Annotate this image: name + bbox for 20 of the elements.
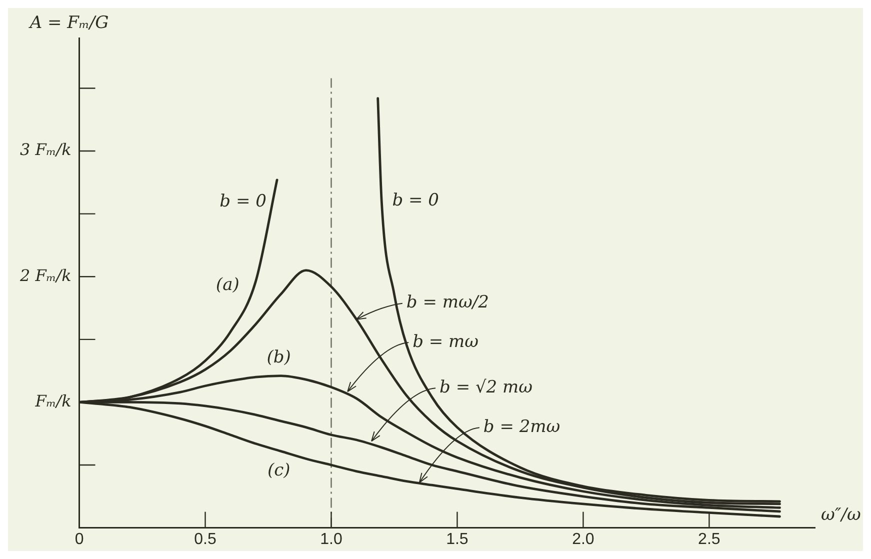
y-tick-label: 2 Fₘ/k [19,266,72,285]
annotation: (c) [267,460,290,481]
annotation: b = mω/2 [406,292,489,313]
y-tick-label: 3 Fₘ/k [20,140,72,160]
x-tick-label: 1.0 [320,530,342,548]
y-tick-label: Fₘ/k [34,391,72,410]
x-tick-label: 1.5 [446,530,468,548]
x-tick-label: 0.5 [194,530,216,548]
x-tick-label: 2.5 [698,530,720,548]
annotation: b = 0 [392,190,440,211]
x-tick-label: 0 [74,530,84,548]
annotation: b = mω [412,332,479,352]
y-axis-title: A = Fₘ/G [28,12,109,33]
annotation: (b) [266,347,291,368]
x-tick-label: 2.0 [572,530,594,548]
annotation: b = 0 [220,191,267,212]
x-axis-title: ω″/ω [821,505,861,526]
annotation: b = 2mω [483,417,560,438]
annotation: (a) [216,275,240,296]
annotation: b = √2 mω [440,378,533,398]
